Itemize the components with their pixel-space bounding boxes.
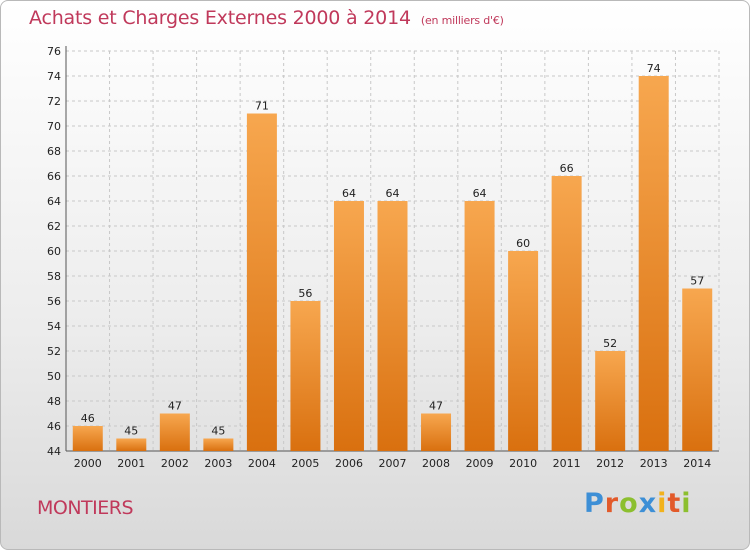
logo-letter: i [657, 488, 668, 519]
chart-title: Achats et Charges Externes 2000 à 2014 (e… [29, 7, 504, 29]
data-label: 64 [473, 187, 487, 200]
logo-letter: i [681, 488, 692, 519]
bar [246, 113, 277, 451]
bar [290, 301, 321, 451]
y-tick-label: 70 [47, 120, 61, 133]
x-tick-label: 2000 [74, 457, 102, 470]
data-label: 52 [603, 337, 617, 350]
data-label: 57 [690, 275, 704, 288]
bar [464, 201, 495, 451]
x-tick-labels: 2000 2001 2002 2003 2004 2005 2006 2007 2008 2009… [74, 457, 711, 470]
y-tick-label: 44 [47, 445, 61, 458]
data-label: 66 [560, 162, 574, 175]
bar [638, 76, 669, 451]
data-label: 46 [81, 412, 95, 425]
x-tick-label: 2006 [335, 457, 363, 470]
y-tick-label: 76 [47, 45, 61, 58]
y-tick-label: 46 [47, 420, 61, 433]
chart-title-text: Achats et Charges Externes 2000 à 2014 [29, 7, 411, 29]
bar [333, 201, 364, 451]
y-tick-label: 64 [47, 195, 61, 208]
data-label: 64 [386, 187, 400, 200]
x-tick-label: 2005 [291, 457, 319, 470]
logo-letter: o [619, 488, 639, 519]
y-tick-label: 54 [47, 320, 61, 333]
bar [377, 201, 408, 451]
bar [116, 438, 147, 451]
x-tick-label: 2011 [553, 457, 581, 470]
bar [551, 176, 582, 451]
bar [595, 351, 626, 451]
y-tick-label: 68 [47, 145, 61, 158]
bars [72, 76, 713, 451]
y-tick-label: 60 [47, 245, 61, 258]
y-tick-label: 50 [47, 370, 61, 383]
logo-letter: r [604, 488, 620, 519]
data-label: 47 [168, 400, 182, 413]
bar [159, 413, 190, 451]
logo-letter: t [667, 488, 682, 519]
data-label: 64 [342, 187, 356, 200]
bar [203, 438, 234, 451]
data-label: 71 [255, 100, 269, 113]
y-tick-labels: 44 46 48 50 52 54 56 58 60 62 64 66 68 70 72 74 76 [47, 45, 61, 458]
x-tick-label: 2013 [640, 457, 668, 470]
x-tick-label: 2004 [248, 457, 276, 470]
y-tick-label: 72 [47, 95, 61, 108]
y-tick-label: 62 [47, 220, 61, 233]
x-tick-label: 2007 [379, 457, 407, 470]
y-tick-label: 74 [47, 70, 61, 83]
y-tick-label: 66 [47, 170, 61, 183]
x-tick-label: 2012 [596, 457, 624, 470]
logo-letter: x [638, 488, 658, 519]
proxiti-logo: Proxiti [584, 488, 692, 519]
x-tick-label: 2010 [509, 457, 537, 470]
bar [421, 413, 452, 451]
data-label: 45 [124, 425, 138, 438]
y-tick-label: 56 [47, 295, 61, 308]
data-label: 60 [516, 237, 530, 250]
data-labels: 46 45 47 45 71 56 64 64 47 64 60 66 52 74 57 [81, 62, 704, 438]
y-tick-label: 52 [47, 345, 61, 358]
data-label: 47 [429, 400, 443, 413]
data-label: 56 [298, 287, 312, 300]
bar [72, 426, 103, 451]
x-tick-label: 2001 [117, 457, 145, 470]
bar [682, 288, 713, 451]
x-tick-label: 2009 [466, 457, 494, 470]
x-tick-label: 2008 [422, 457, 450, 470]
chart-unit: (en milliers d'€) [420, 14, 504, 27]
logo-letter: P [584, 488, 605, 519]
town-name: MONTIERS [37, 497, 134, 519]
data-label: 45 [211, 425, 225, 438]
y-tick-label: 48 [47, 395, 61, 408]
x-tick-label: 2014 [683, 457, 711, 470]
x-tick-label: 2003 [204, 457, 232, 470]
bar [508, 251, 539, 451]
data-label: 74 [647, 62, 661, 75]
x-tick-label: 2002 [161, 457, 189, 470]
y-tick-label: 58 [47, 270, 61, 283]
